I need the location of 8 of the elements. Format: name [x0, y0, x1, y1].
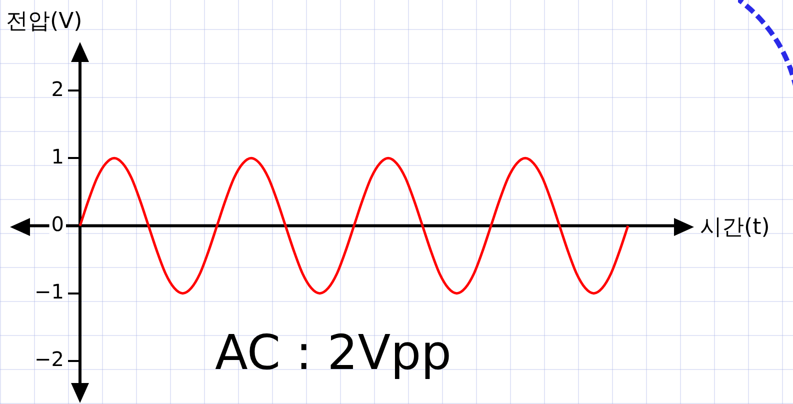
- y-tick-label: 2: [51, 76, 64, 101]
- y-tick-label: 0: [51, 212, 64, 236]
- annotation: AC : 2Vpp: [215, 325, 452, 381]
- y-tick-label: −1: [34, 280, 64, 304]
- x-axis-title: 시간(t): [700, 214, 770, 242]
- y-tick-label: 1: [51, 144, 64, 168]
- y-axis-title: 전압(V): [6, 8, 82, 36]
- y-tick-label: −2: [34, 347, 64, 372]
